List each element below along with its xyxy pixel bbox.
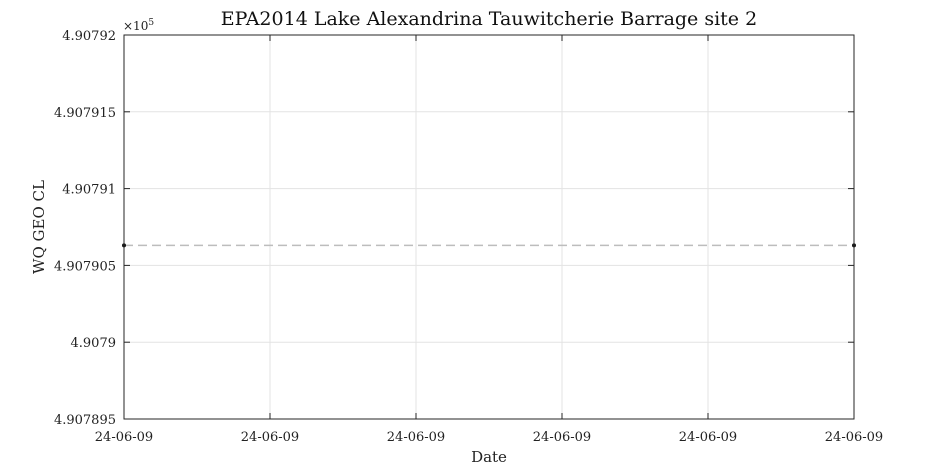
x-tick-label: 24-06-09	[533, 430, 591, 445]
series-layer	[122, 243, 856, 248]
y-tick-label: 4.9079	[71, 336, 117, 351]
x-tick-label: 24-06-09	[387, 430, 445, 445]
x-tick-label: 24-06-09	[679, 430, 737, 445]
chart-title: EPA2014 Lake Alexandrina Tauwitcherie Ba…	[221, 8, 757, 30]
y-tick-label: 4.90791	[62, 183, 116, 198]
x-tick-label: 24-06-09	[241, 430, 299, 445]
y-axis-label: WQ GEO CL	[30, 180, 48, 274]
y-tick-label: 4.907895	[54, 413, 116, 428]
plot-frame	[123, 34, 855, 420]
y-tick-label: 4.907905	[54, 259, 116, 274]
x-tick-label: 24-06-09	[825, 430, 883, 445]
y-axis-exponent-power: 5	[148, 18, 154, 28]
x-tick-label: 24-06-09	[95, 430, 153, 445]
grid	[123, 34, 855, 420]
x-axis-label: Date	[471, 448, 507, 466]
axis-ticks: 24-06-09 24-06-09 24-06-09 24-06-09 24-06-09…	[54, 29, 883, 445]
y-axis-exponent-base: ×10	[123, 19, 148, 33]
y-axis-exponent: ×105	[123, 18, 154, 33]
y-tick-label: 4.90792	[62, 29, 116, 44]
y-tick-label: 4.907915	[54, 106, 116, 121]
